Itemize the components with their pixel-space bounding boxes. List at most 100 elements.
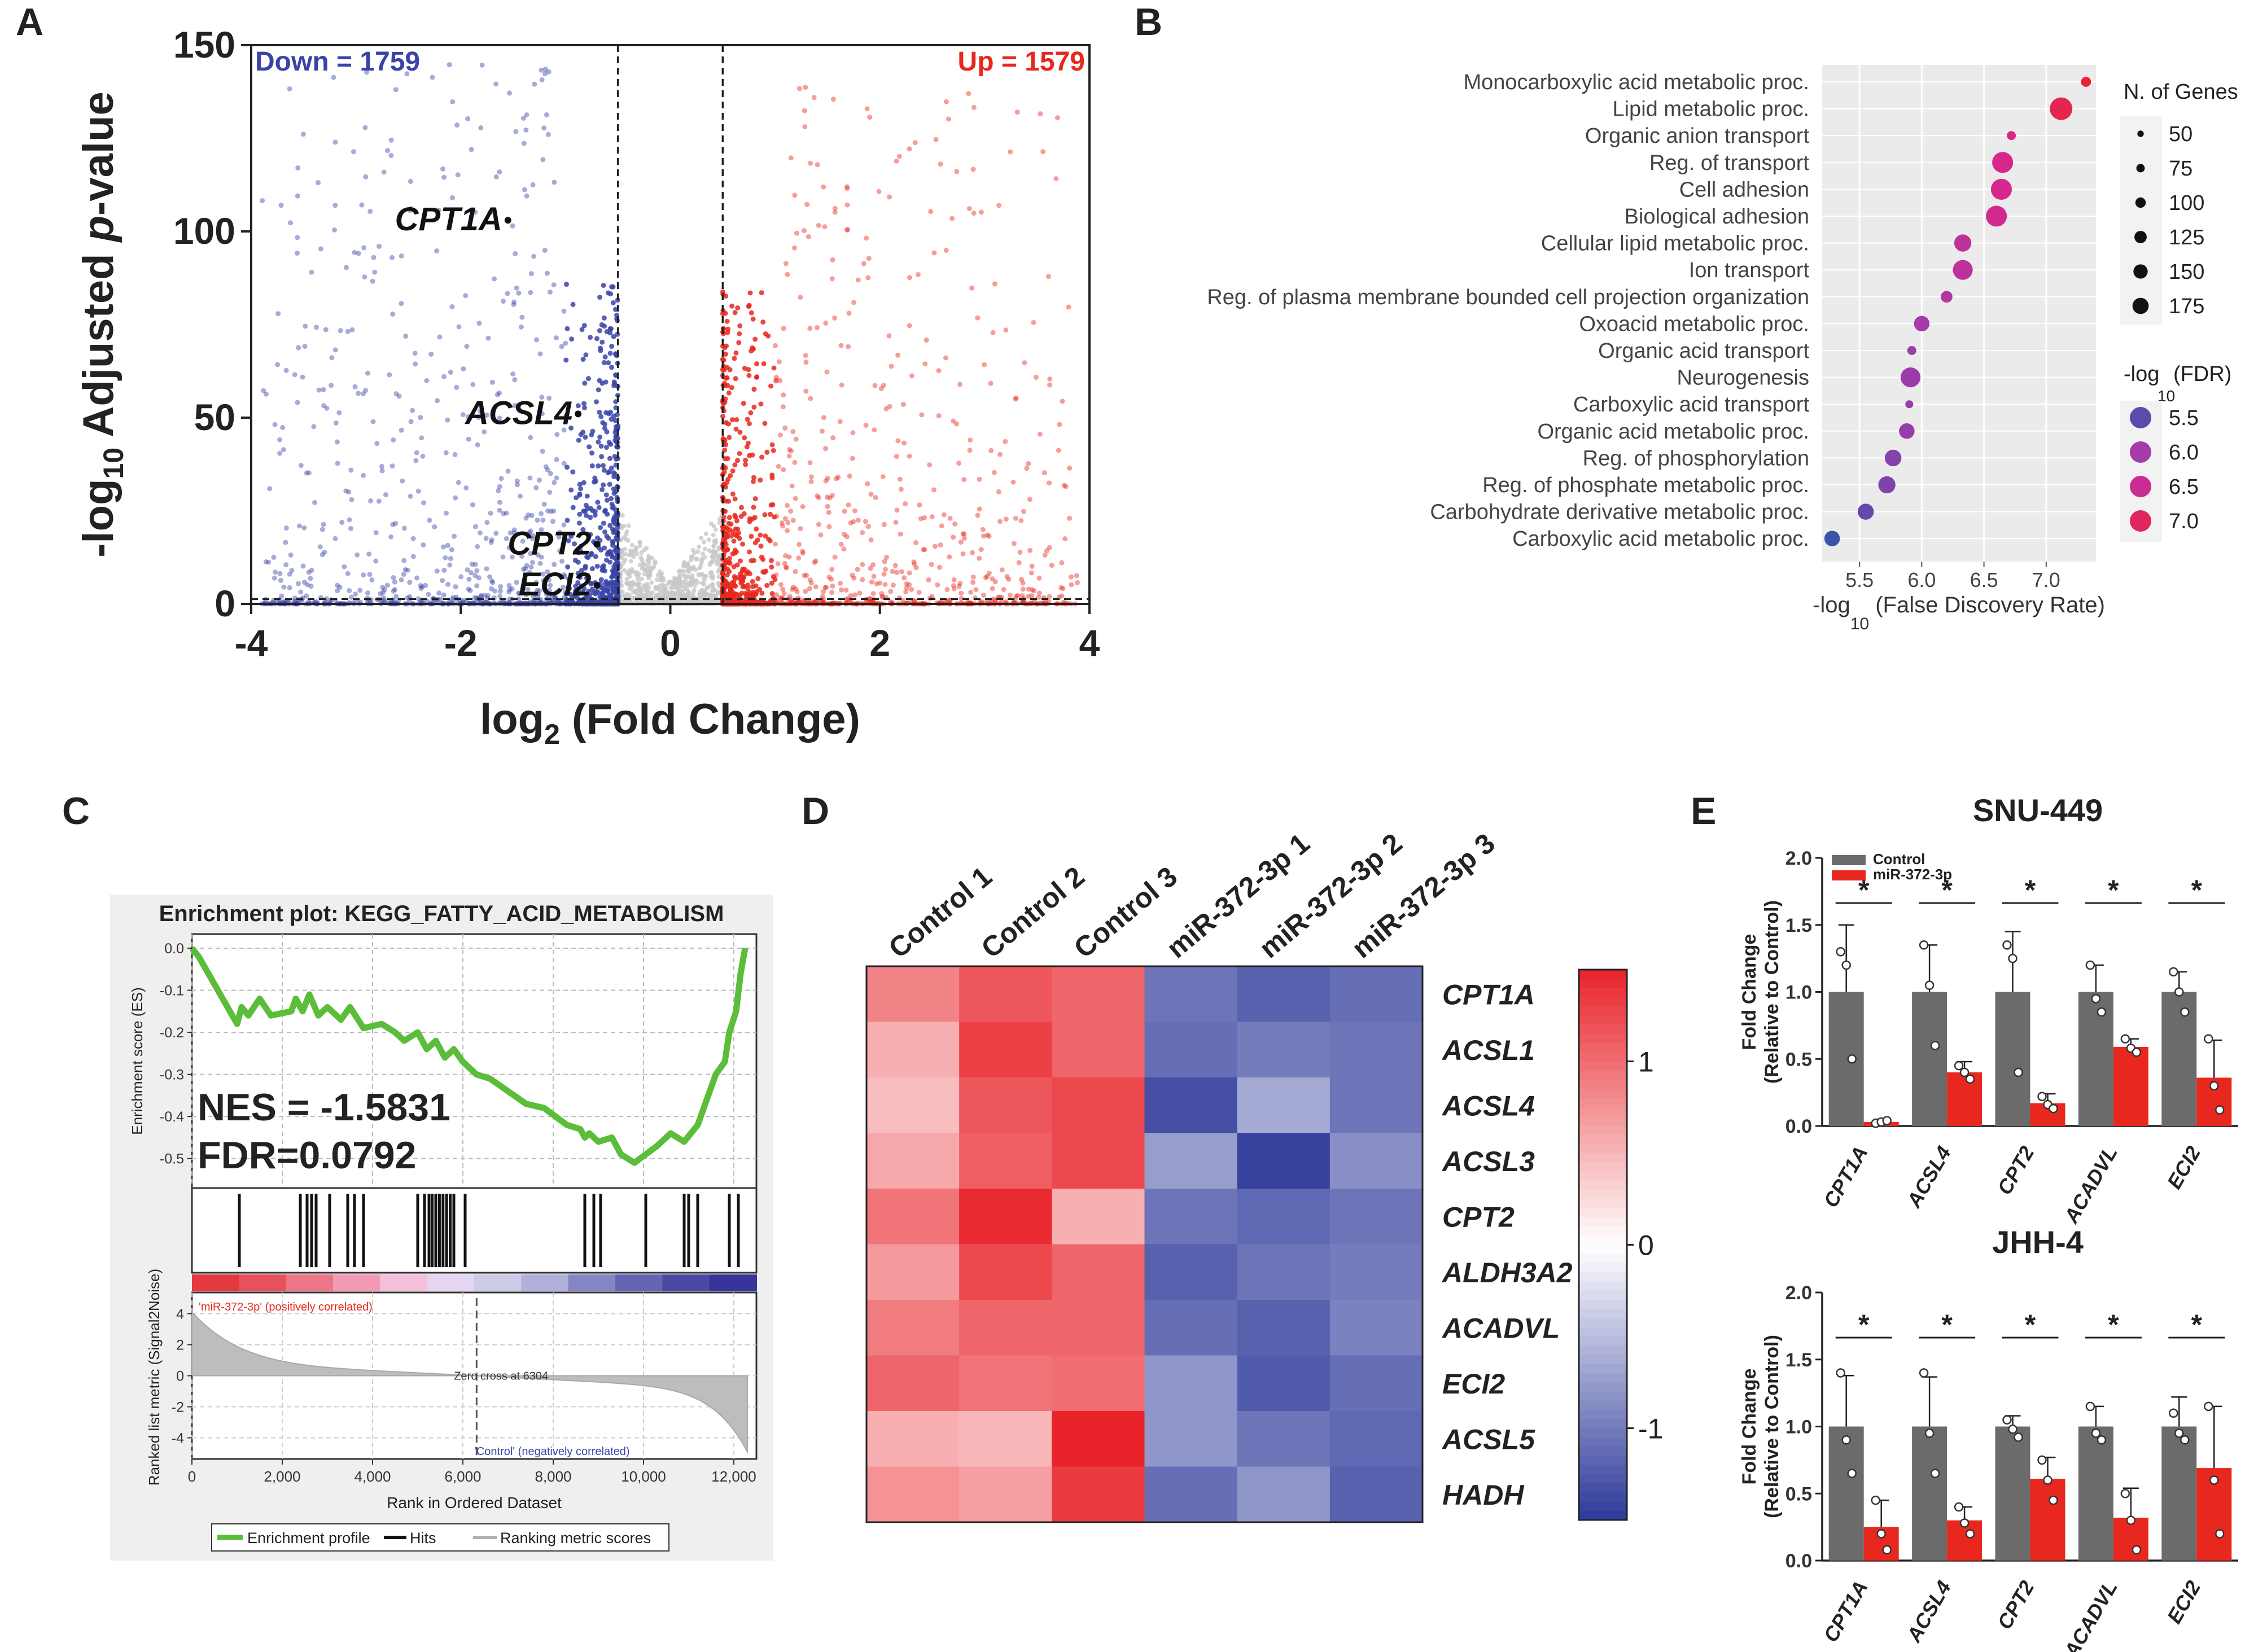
volcano-point-down xyxy=(602,581,608,586)
volcano-point-up xyxy=(887,194,892,200)
volcano-point-up xyxy=(768,383,774,389)
volcano-point-down xyxy=(452,452,458,457)
heatmap-row-label: ECI2 xyxy=(1442,1368,1505,1400)
volcano-point-down xyxy=(563,591,569,597)
heatmap-scale-segment xyxy=(1579,1089,1627,1099)
gsea-metric-y-tick-label: 0 xyxy=(176,1369,184,1384)
volcano-point-up xyxy=(743,457,749,463)
go-dot xyxy=(1907,346,1916,355)
volcano-point-down xyxy=(304,470,309,476)
volcano-point-down xyxy=(507,596,513,602)
volcano-point-up xyxy=(931,487,936,493)
volcano-point-up xyxy=(881,383,886,388)
volcano-point-down xyxy=(574,495,579,501)
volcano-point-up xyxy=(894,454,899,459)
volcano-point-down xyxy=(511,301,517,307)
volcano-point-down xyxy=(300,374,305,380)
volcano-point-up xyxy=(769,564,774,570)
volcano-point-down xyxy=(509,554,515,560)
bar-data-point xyxy=(2209,1081,2219,1090)
volcano-point-up xyxy=(852,592,858,598)
go-size-legend-label: 75 xyxy=(2169,157,2192,181)
go-dot xyxy=(1884,449,1902,467)
volcano-point-down xyxy=(604,533,610,539)
bar-control xyxy=(2078,1426,2113,1561)
heatmap-scale-segment xyxy=(1579,1245,1627,1255)
volcano-point-down xyxy=(463,293,469,299)
bar-data-point xyxy=(2091,994,2101,1004)
volcano-point-up xyxy=(1063,484,1069,489)
volcano-point-ns xyxy=(693,567,698,572)
volcano-point-down xyxy=(280,424,286,430)
volcano-point-up xyxy=(874,581,879,587)
go-dot xyxy=(1953,260,1973,280)
volcano-point-down xyxy=(609,501,615,507)
volcano-point-up xyxy=(808,580,814,586)
volcano-point-up xyxy=(749,310,754,315)
volcano-point-up xyxy=(904,585,909,590)
volcano-point-up xyxy=(825,475,830,481)
go-term-label: Ion transport xyxy=(1689,258,1810,282)
volcano-point-up xyxy=(1019,577,1025,582)
volcano-point-ns xyxy=(692,551,697,556)
volcano-point-up xyxy=(772,541,778,547)
volcano-point-down xyxy=(283,525,289,531)
volcano-point-down xyxy=(334,439,340,445)
volcano-point-down xyxy=(337,584,343,590)
heatmap-cell xyxy=(1329,1133,1423,1189)
heatmap-row-label: ACADVL xyxy=(1441,1312,1560,1344)
bar-significance-star: * xyxy=(1858,1309,1870,1340)
bar-data-point xyxy=(1882,1545,1892,1555)
volcano-point-up xyxy=(745,586,751,591)
volcano-point-up xyxy=(746,421,752,427)
volcano-point-ns xyxy=(658,590,663,595)
volcano-point-up xyxy=(1003,327,1009,333)
volcano-point-up xyxy=(880,474,886,480)
volcano-point-ns xyxy=(637,544,642,549)
heatmap-scale-segment xyxy=(1579,1400,1627,1410)
bar-data-point xyxy=(2002,940,2012,950)
volcano-point-up xyxy=(978,209,984,215)
bar-data-point xyxy=(1959,1518,1970,1528)
gsea-metric-y-label: Ranked list metric (Signal2Noise) xyxy=(146,1269,163,1486)
volcano-point-down xyxy=(278,577,283,583)
heatmap-scale-segment xyxy=(1579,1162,1627,1172)
heatmap-cell xyxy=(1144,1466,1238,1523)
volcano-point-down xyxy=(599,487,605,492)
volcano-point-down xyxy=(498,584,504,589)
volcano-point-up xyxy=(943,599,948,604)
volcano-point-up xyxy=(749,533,754,539)
heatmap-cell xyxy=(866,1189,960,1245)
volcano-point-up xyxy=(794,230,799,236)
gsea-colorbar-segment xyxy=(568,1274,616,1291)
volcano-point-down xyxy=(390,522,396,527)
volcano-point-up xyxy=(1061,483,1067,488)
go-dot xyxy=(1899,423,1915,439)
heatmap-frame xyxy=(865,965,1424,1523)
volcano-point-down xyxy=(300,132,306,137)
volcano-point-down xyxy=(436,208,441,213)
volcano-point-down xyxy=(579,327,585,332)
volcano-point-up xyxy=(760,319,766,325)
volcano-point-down xyxy=(296,581,301,586)
bar-mir372 xyxy=(2113,1046,2148,1126)
volcano-point-down xyxy=(347,517,352,523)
bar-data-point xyxy=(2169,967,2178,977)
volcano-point-up xyxy=(890,582,896,588)
heatmap-scale-segment xyxy=(1579,1501,1627,1511)
volcano-point-ns xyxy=(717,520,722,525)
volcano-point-ns xyxy=(620,593,625,598)
volcano-point-down xyxy=(577,481,583,487)
volcano-point-up xyxy=(1059,593,1065,599)
volcano-point-up xyxy=(794,589,800,595)
bar-legend-control-swatch xyxy=(1832,855,1866,865)
bar-y-tick-label: 1.5 xyxy=(1785,915,1812,936)
volcano-point-up xyxy=(830,97,836,102)
volcano-point-up xyxy=(912,598,918,604)
go-size-legend-label: 50 xyxy=(2169,122,2192,146)
volcano-point-down xyxy=(525,586,531,592)
volcano-point-down xyxy=(498,476,504,481)
volcano-point-down xyxy=(612,306,618,312)
heatmap-scale-segment xyxy=(1579,1272,1627,1282)
volcano-point-up xyxy=(807,460,813,466)
